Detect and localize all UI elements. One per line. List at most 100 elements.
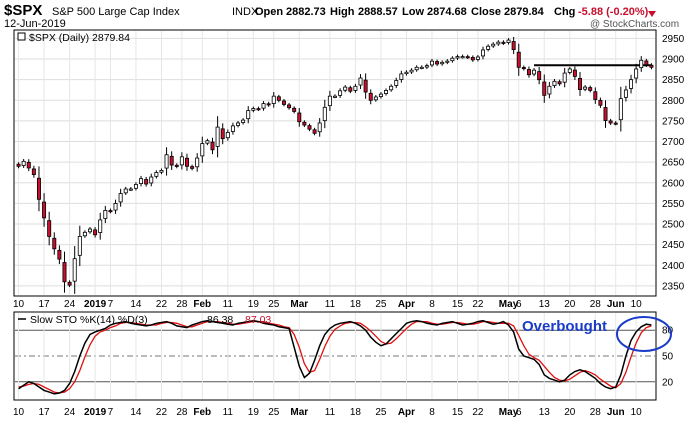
candle-body xyxy=(159,170,164,173)
stoch-y-tick-label: 20 xyxy=(662,377,674,388)
candle-body xyxy=(266,103,271,106)
candle-body xyxy=(164,154,169,169)
candle-body xyxy=(475,56,480,60)
candle-body xyxy=(373,96,378,101)
x-tick-label: 22 xyxy=(156,407,168,418)
candle-body xyxy=(537,71,542,81)
x-tick-label: Mar xyxy=(290,299,308,310)
candle-body xyxy=(532,69,537,75)
price-y-tick-label: 2450 xyxy=(662,240,685,251)
price-y-tick-label: 2750 xyxy=(662,116,685,127)
candle-body xyxy=(603,107,608,121)
candle-body xyxy=(414,66,419,71)
x-tick-label: 11 xyxy=(325,407,336,418)
high-value: 2888.57 xyxy=(358,6,398,18)
x-tick-label: 14 xyxy=(130,407,142,418)
x-tick-label: 19 xyxy=(248,407,260,418)
candle-body xyxy=(317,122,322,133)
candle-body xyxy=(88,228,92,233)
chg-value: -5.88 (-0.20%) xyxy=(578,6,649,18)
candle-body xyxy=(36,177,41,200)
candle-body xyxy=(455,56,460,59)
price-y-tick-label: 2700 xyxy=(662,137,685,148)
chg-label: Chg xyxy=(554,6,575,18)
candle-body xyxy=(327,95,332,107)
x-tick-label: 10 xyxy=(13,407,25,418)
candle-body xyxy=(639,59,644,69)
stoch-y-axis: 20 50 80 xyxy=(662,326,674,389)
candle-body xyxy=(567,68,572,73)
x-tick-label: Apr xyxy=(398,299,415,310)
x-tick-label: Feb xyxy=(193,299,211,310)
candle-body xyxy=(608,120,613,124)
low-label: Low xyxy=(402,6,424,18)
candle-body xyxy=(185,157,189,167)
x-tick-label: May xyxy=(499,299,519,310)
x-tick-label: Feb xyxy=(193,407,211,418)
x-tick-label: 17 xyxy=(39,299,51,310)
x-tick-label: 13 xyxy=(539,407,551,418)
candle-body xyxy=(128,188,133,191)
candle-body xyxy=(481,49,485,57)
x-tick-label: 2019 xyxy=(84,299,107,310)
candle-body xyxy=(67,281,72,286)
x-axis-bottom: 10 17 24 2019 7 14 22 28 Feb 11 19 25 Mar 11 18 25 Apr 8 1… xyxy=(13,407,642,418)
candle-body xyxy=(322,106,327,122)
candle-body xyxy=(93,229,98,236)
candle-body xyxy=(21,160,26,166)
watermark: @ StockCharts.com xyxy=(590,19,679,30)
security-name: S&P 500 Large Cap Index xyxy=(52,6,180,18)
candle-body xyxy=(82,231,87,237)
candle-body xyxy=(491,43,496,47)
price-y-tick-label: 2950 xyxy=(662,34,685,45)
x-tick-label: 20 xyxy=(564,299,576,310)
price-gridlines xyxy=(15,31,655,295)
x-tick-label: 28 xyxy=(590,299,602,310)
candle-body xyxy=(113,203,118,211)
candle-body xyxy=(399,73,404,80)
close-value: 2879.84 xyxy=(504,6,545,18)
symbol-title: $SPX xyxy=(4,2,42,19)
candle-body xyxy=(384,90,389,94)
candle-body xyxy=(179,156,184,166)
x-tick-label: 24 xyxy=(64,299,76,310)
candlestick-series xyxy=(16,36,654,294)
candle-body xyxy=(578,77,582,90)
chart-date: 12-Jun-2019 xyxy=(4,18,66,30)
candle-body xyxy=(169,155,174,166)
low-value: 2874.68 xyxy=(427,6,467,18)
x-tick-label: Jun xyxy=(607,407,625,418)
candle-body xyxy=(236,122,241,126)
candle-body xyxy=(404,71,409,75)
candle-body xyxy=(368,92,373,101)
x-tick-label: 25 xyxy=(375,407,387,418)
x-tick-label: 28 xyxy=(590,407,602,418)
candle-body xyxy=(261,103,266,109)
candle-body xyxy=(378,93,383,97)
candle-body xyxy=(123,188,128,194)
candle-body xyxy=(460,56,465,59)
x-tick-label: May xyxy=(499,407,519,418)
candle-body xyxy=(312,129,317,134)
candle-body xyxy=(72,258,77,282)
candle-body xyxy=(450,57,455,62)
candle-body xyxy=(62,262,67,283)
candle-body xyxy=(363,79,368,93)
candle-body xyxy=(225,132,230,139)
candle-body xyxy=(465,56,470,59)
candle-legend-icon xyxy=(17,32,26,41)
x-tick-label: 2019 xyxy=(84,407,107,418)
candle-body xyxy=(542,81,547,96)
x-tick-label: 11 xyxy=(223,407,234,418)
candle-body xyxy=(98,219,103,233)
candle-body xyxy=(394,80,399,86)
x-tick-label: 22 xyxy=(472,299,484,310)
candle-body xyxy=(307,125,312,130)
candle-body xyxy=(506,39,511,43)
candle-body xyxy=(348,87,353,92)
candle-body xyxy=(583,86,588,90)
stoch-legend-text: Slow STO %K(14) %D(3) xyxy=(30,314,148,326)
stoch-k-value: 86.38 xyxy=(207,314,233,326)
candle-body xyxy=(440,61,445,65)
price-y-tick-label: 2800 xyxy=(662,96,685,107)
